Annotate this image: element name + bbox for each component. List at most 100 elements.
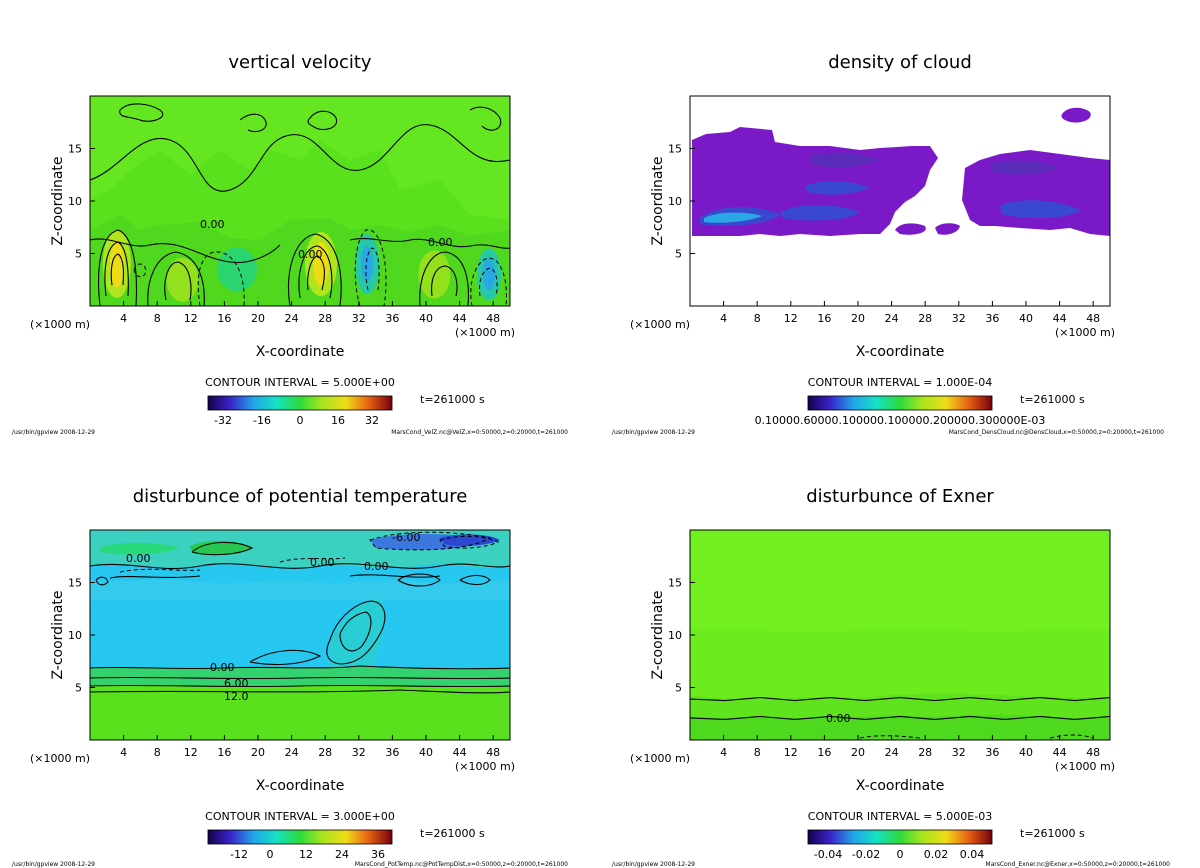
x-tick-label: 24 — [285, 746, 299, 759]
x-tick-label: 32 — [952, 746, 966, 759]
x-tick-label: 48 — [486, 746, 500, 759]
y-tick-label: 10 — [668, 629, 682, 642]
x-tick-label: 40 — [1019, 746, 1033, 759]
colorbar — [807, 829, 993, 845]
dense-core — [1000, 200, 1080, 219]
x-tick-label: 4 — [720, 746, 727, 759]
colorbar-tick: -0.04 — [814, 848, 842, 861]
y-tick-label: 10 — [668, 195, 682, 208]
colorbar-tick: 0.04 — [960, 848, 985, 861]
contour-interval: CONTOUR INTERVAL = 5.000E-03 — [808, 810, 992, 823]
x-tick-label: 32 — [352, 746, 366, 759]
feature-blobs — [102, 230, 501, 302]
time-stamp: t=261000 s — [420, 393, 485, 406]
x-tick-label: 20 — [251, 312, 265, 325]
x-tick-label: 44 — [1053, 746, 1067, 759]
x-tick-labels: 4 8 12 16 20 24 28 32 36 40 44 48 — [120, 735, 500, 759]
y-tick-labels: 5 10 15 — [668, 577, 695, 695]
x-unit-right: (×1000 m) — [1055, 326, 1115, 339]
time-stamp: t=261000 s — [420, 827, 485, 840]
x-tick-label: 36 — [385, 746, 399, 759]
panel-vertical-velocity: vertical velocity — [12, 52, 568, 436]
contour-lines — [90, 541, 510, 694]
x-tick-label: 8 — [154, 312, 161, 325]
x-unit-left: (×1000 m) — [30, 318, 90, 331]
contour-lines — [90, 103, 510, 306]
x-tick-label: 36 — [985, 312, 999, 325]
x-tick-label: 24 — [885, 746, 899, 759]
x-tick-label: 8 — [154, 746, 161, 759]
colorbar — [207, 395, 393, 411]
y-tick-label: 15 — [668, 143, 682, 156]
footer-right: MarsCond_PotTemp.nc@PotTempDist,x=0:5000… — [355, 861, 568, 868]
colorbar-tick: 0.02 — [924, 848, 949, 861]
x-tick-labels: 4 8 12 16 20 24 28 32 36 40 44 48 — [720, 735, 1100, 759]
time-stamp: t=261000 s — [1020, 827, 1085, 840]
colorbar-tick: -0.02 — [852, 848, 880, 861]
cloud-patch — [935, 223, 960, 235]
y-axis-label: Z-coordinate — [50, 590, 66, 679]
contour-label: 0.00 — [298, 248, 323, 261]
colorbar-tick: 0 — [297, 414, 304, 427]
footer-right: MarsCond_Exner.nc@Exner,x=0:50000,z=0:20… — [985, 861, 1170, 868]
downdraft-core — [483, 258, 495, 291]
y-axis-label: Z-coordinate — [50, 156, 66, 245]
x-tick-label: 44 — [453, 312, 467, 325]
surface-layer — [90, 686, 510, 740]
colorbar — [207, 829, 393, 845]
footer-left: /usr/bin/gpview 2008-12-29 — [612, 429, 695, 436]
x-axis-label: X-coordinate — [856, 778, 945, 794]
x-tick-label: 16 — [817, 746, 831, 759]
chart-title: disturbunce of potential temperature — [133, 486, 468, 507]
negative-contour — [859, 735, 921, 739]
contour-label: 0.00 — [310, 556, 335, 569]
contour-label: 0.00 — [826, 712, 851, 725]
dense-core — [805, 180, 870, 195]
colorbar-tick: -32 — [214, 414, 232, 427]
panel-exner: disturbunce of Exner 0.00 4 8 12 16 20 24 28 32… — [612, 486, 1170, 868]
contour-labels: 0.00 0.00 0.00 — [200, 218, 453, 261]
upper-field-region — [90, 96, 510, 220]
x-tick-label: 20 — [851, 312, 865, 325]
contour-interval: CONTOUR INTERVAL = 5.000E+00 — [205, 376, 395, 389]
contour-lines — [690, 696, 1110, 721]
dense-core — [704, 212, 762, 223]
contour-line — [690, 696, 1110, 702]
colorbar-tick: 0 — [267, 848, 274, 861]
x-unit-right: (×1000 m) — [1055, 760, 1115, 773]
time-stamp: t=261000 s — [1020, 393, 1085, 406]
y-tick-label: 5 — [675, 682, 682, 695]
contour-label: 0.00 — [126, 552, 151, 565]
x-tick-label: 16 — [217, 746, 231, 759]
colorbar-tick: -16 — [253, 414, 271, 427]
x-tick-label: 44 — [453, 746, 467, 759]
warm-patch — [190, 540, 252, 555]
negative-contours — [119, 531, 500, 573]
negative-contours — [133, 229, 507, 306]
contour-label: 6.00 — [224, 677, 249, 690]
dense-core — [810, 152, 880, 168]
x-unit-left: (×1000 m) — [30, 752, 90, 765]
colorbar-ticks: -32 -16 0 16 32 — [214, 414, 379, 427]
x-tick-labels: 4 8 12 16 20 24 28 32 36 40 44 48 — [120, 301, 500, 325]
mid-layer — [90, 579, 510, 600]
y-tick-label: 15 — [668, 577, 682, 590]
x-axis-label: X-coordinate — [256, 344, 345, 360]
x-tick-label: 44 — [1053, 312, 1067, 325]
contour-interval: CONTOUR INTERVAL = 3.000E+00 — [205, 810, 395, 823]
x-unit-right: (×1000 m) — [455, 760, 515, 773]
x-tick-label: 12 — [184, 312, 198, 325]
x-tick-label: 48 — [486, 312, 500, 325]
y-tick-labels: 5 10 15 — [68, 143, 95, 261]
y-tick-label: 5 — [675, 248, 682, 261]
colorbar-ticks: -0.04 -0.02 0 0.02 0.04 — [814, 848, 984, 861]
x-tick-label: 4 — [720, 312, 727, 325]
x-axis-label: X-coordinate — [856, 344, 945, 360]
y-axis-label: Z-coordinate — [650, 156, 666, 245]
contour-label: 0.00 — [210, 661, 235, 674]
colorbar-ticks: -12 0 12 24 36 — [230, 848, 385, 861]
y-tick-label: 10 — [68, 629, 82, 642]
footer-left: /usr/bin/gpview 2008-12-29 — [12, 861, 95, 868]
colorbar-tick: 0 — [897, 848, 904, 861]
warm-patch — [100, 542, 180, 555]
